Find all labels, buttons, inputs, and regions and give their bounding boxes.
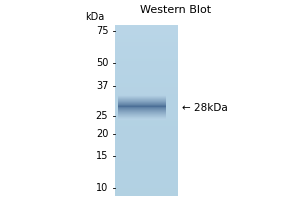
Text: 20: 20 — [96, 129, 108, 139]
Text: ← 28kDa: ← 28kDa — [182, 103, 227, 113]
Text: Western Blot: Western Blot — [140, 5, 212, 15]
Text: 15: 15 — [96, 151, 108, 161]
Text: 10: 10 — [96, 183, 108, 193]
Text: 37: 37 — [96, 81, 108, 91]
Text: kDa: kDa — [85, 12, 104, 22]
Text: 75: 75 — [96, 26, 108, 36]
Text: 50: 50 — [96, 58, 108, 68]
Text: 25: 25 — [96, 111, 108, 121]
